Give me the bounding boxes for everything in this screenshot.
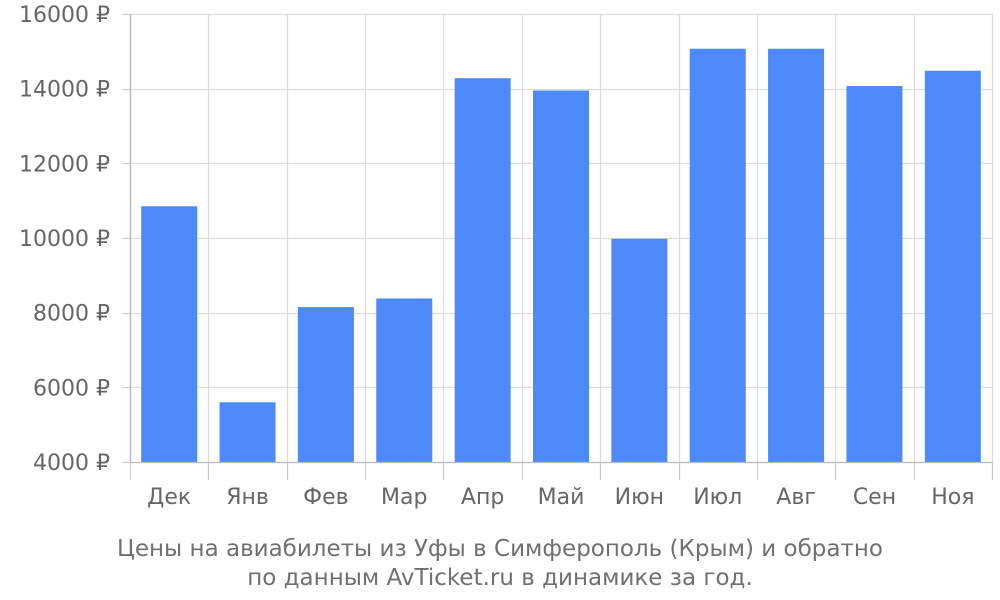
y-tick-label: 8000 ₽ [33, 302, 110, 327]
bar-6 [533, 90, 589, 463]
x-tick-label: Май [538, 485, 585, 510]
x-tick-label: Июн [615, 485, 664, 510]
bar-7 [611, 238, 668, 462]
chart-caption-line-2: по данным AvTicket.ru в динамике за год. [247, 565, 753, 591]
x-tick-label: Дек [147, 485, 191, 510]
bar-5 [454, 78, 511, 463]
x-tick-label: Янв [226, 485, 269, 510]
y-tick-label: 16000 ₽ [19, 3, 110, 28]
x-tick-label: Апр [461, 485, 504, 510]
x-tick-label: Фев [303, 485, 348, 510]
y-tick-label: 12000 ₽ [19, 152, 110, 177]
bars [141, 48, 981, 463]
x-tick-labels: Дек Янв Фев Мар Апр Май Июн Июл Авг Сен Ноя [147, 485, 974, 510]
x-tick-label: Ноя [931, 485, 974, 510]
chart-caption-line-1: Цены на авиабилеты из Уфы в Симферополь … [117, 536, 883, 562]
x-tick-label: Июл [693, 485, 742, 510]
bar-8 [689, 48, 746, 462]
y-tick-label: 6000 ₽ [33, 376, 110, 401]
x-tick-label: Авг [776, 485, 816, 510]
axes [122, 13, 994, 480]
y-tick-labels: 4000 ₽ 6000 ₽ 8000 ₽ 10000 ₽ 12000 ₽ 14000 ₽ 1… [19, 3, 110, 476]
x-tick-label: Сен [853, 485, 896, 510]
x-tick-label: Мар [381, 485, 427, 510]
bar-2 [219, 402, 276, 462]
y-tick-label: 4000 ₽ [33, 451, 110, 476]
bar-10 [846, 86, 903, 462]
bar-11 [924, 70, 981, 462]
y-tick-label: 10000 ₽ [19, 227, 110, 252]
bar-1 [141, 206, 198, 462]
y-tick-label: 14000 ₽ [19, 78, 110, 103]
bar-3 [297, 307, 354, 462]
bar-4 [376, 298, 433, 462]
bar-9 [768, 48, 825, 462]
